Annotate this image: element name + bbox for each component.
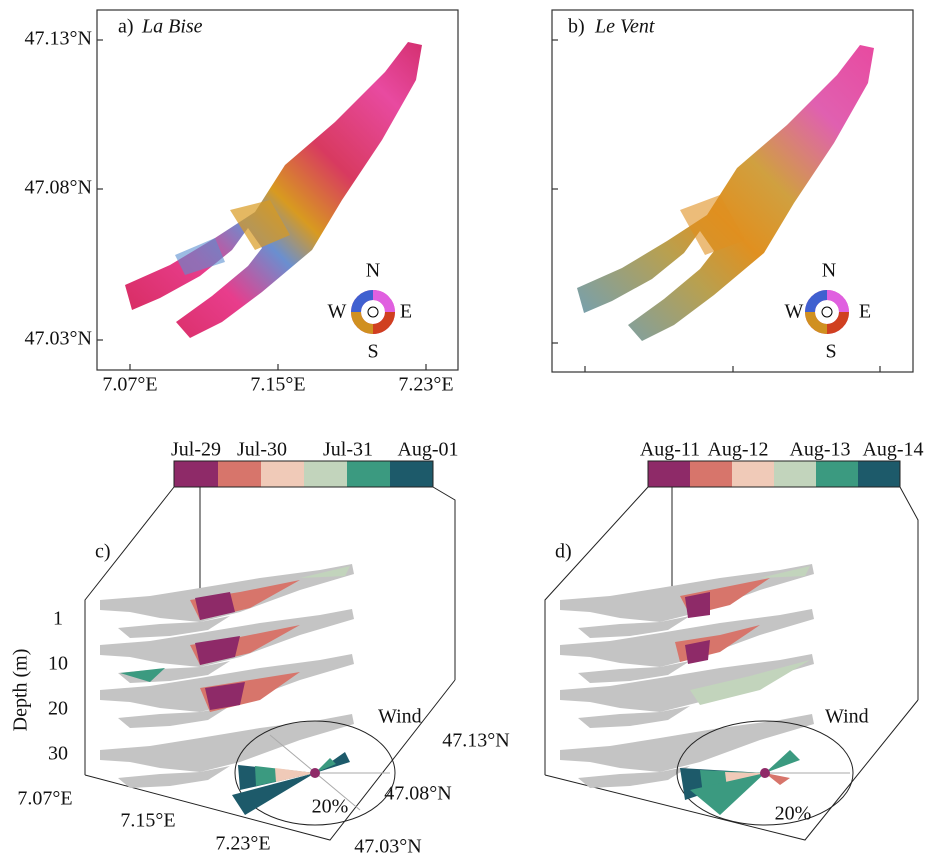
x-tick-label: 7.23°E [398,374,453,396]
compass-label: W [328,301,347,323]
depth-tick-label: 1 [53,608,63,630]
y-tick-label: 47.13°N [25,28,92,50]
compass [356,295,390,329]
panel-label: a) [118,16,134,38]
lon-tick-label: 7.15°E [120,810,175,832]
compass-label: E [400,301,412,323]
lat-tick-label: 47.08°N [384,783,451,805]
compass [810,295,844,329]
colorbar-label: Aug-01 [397,439,458,461]
compass-label: N [366,260,380,282]
wind-label: Wind [825,706,869,728]
x-tick-label: 7.07°E [102,374,157,396]
panel-title: La Bise [141,16,203,38]
lon-tick-label: 7.07°E [17,788,72,810]
panel-a: a) La Bise 47.13°N 47.08°N 47.03°N 7.07°… [25,9,459,396]
lat-tick-label: 47.03°N [354,836,421,858]
wind-label: Wind [378,706,422,728]
depth-tick-label: 10 [48,653,68,675]
compass-label: E [859,301,871,323]
depth-tick-label: 30 [48,743,68,765]
panel-label: c) [95,541,111,563]
compass-label: S [367,341,378,363]
colorbar-label: Jul-30 [237,439,287,461]
compass-label: N [822,260,836,282]
panel-label: d) [555,541,572,563]
wind-rose [232,720,396,826]
wind-scale: 20% [312,796,349,818]
y-tick-label: 47.03°N [25,328,92,350]
colorbar [173,460,434,488]
panel-d: Aug-11 Aug-12 Aug-13 Aug-14 d) Wind 20% [544,439,924,841]
depth-tick-label: 20 [48,698,68,720]
box-3d [84,486,456,841]
lon-tick-label: 7.23°E [215,833,270,855]
lake-layers [560,564,814,788]
compass-label: W [785,301,804,323]
colorbar-label: Aug-14 [862,439,923,461]
x-tick-label: 7.15°E [250,374,305,396]
box-3d [544,486,919,841]
lat-tick-label: 47.13°N [442,730,509,752]
colorbar [647,460,901,488]
axis-title: Depth (m) [10,649,32,732]
y-tick-label: 47.08°N [25,177,92,199]
colorbar-label: Jul-31 [323,439,373,461]
compass-label: S [825,341,836,363]
colorbar-label: Aug-11 [640,439,700,461]
colorbar-label: Jul-29 [171,439,221,461]
lake-layers [100,564,354,788]
colorbar-label: Aug-12 [707,439,768,461]
wind-rose [676,720,854,826]
panel-c: Jul-29 Jul-30 Jul-31 Aug-01 c) 1 10 20 3… [10,439,510,858]
panel-b: b) Le Vent N E S W [551,9,914,373]
colorbar-label: Aug-13 [789,439,850,461]
panel-label: b) [568,16,585,38]
wind-scale: 20% [775,803,812,825]
panel-title: Le Vent [594,16,655,38]
